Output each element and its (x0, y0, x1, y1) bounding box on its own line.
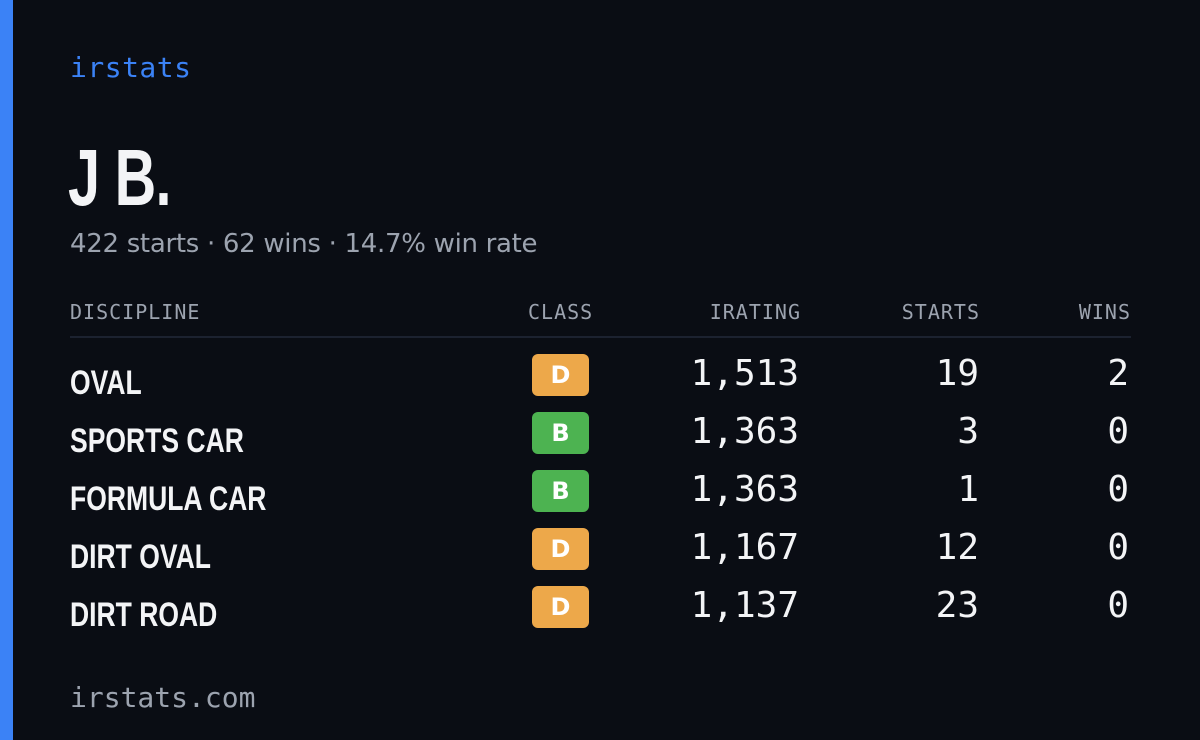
discipline-name: SPORTS CAR (70, 422, 244, 460)
driver-name: J B. (68, 133, 171, 222)
starts-value: 1 (957, 469, 979, 510)
class-badge: D (532, 354, 589, 396)
discipline-name: DIRT ROAD (70, 596, 218, 634)
starts-value: 23 (935, 585, 979, 626)
accent-bar (0, 0, 13, 740)
irating-value: 1,513 (690, 353, 799, 394)
discipline-name: FORMULA CAR (70, 480, 267, 518)
class-badge: D (532, 528, 589, 570)
wins-value: 0 (1107, 585, 1129, 626)
irating-value: 1,363 (690, 411, 799, 452)
wins-value: 0 (1107, 469, 1129, 510)
irating-value: 1,167 (690, 527, 799, 568)
column-header-discipline: DISCIPLINE (70, 300, 201, 324)
wins-value: 0 (1107, 527, 1129, 568)
table-header: DISCIPLINE CLASS IRATING STARTS WINS (70, 296, 1131, 338)
irating-value: 1,137 (690, 585, 799, 626)
class-badge: D (532, 586, 589, 628)
table-row: DIRT ROAD D 1,137 23 0 (70, 586, 1131, 644)
table-row: SPORTS CAR B 1,363 3 0 (70, 412, 1131, 470)
brand-logo-text: irstats (70, 51, 192, 84)
column-header-irating: IRATING (709, 300, 801, 324)
starts-value: 3 (957, 411, 979, 452)
starts-value: 19 (935, 353, 979, 394)
table-row: DIRT OVAL D 1,167 12 0 (70, 528, 1131, 586)
career-summary: 422 starts · 62 wins · 14.7% win rate (70, 229, 538, 259)
table-row: FORMULA CAR B 1,363 1 0 (70, 470, 1131, 528)
starts-value: 12 (935, 527, 979, 568)
table-row: OVAL D 1,513 19 2 (70, 354, 1131, 412)
column-header-class: CLASS (528, 300, 594, 324)
column-header-starts: STARTS (901, 300, 980, 324)
class-badge: B (532, 412, 589, 454)
irating-value: 1,363 (690, 469, 799, 510)
discipline-table: DISCIPLINE CLASS IRATING STARTS WINS OVA… (70, 296, 1131, 632)
wins-value: 2 (1107, 353, 1129, 394)
discipline-name: DIRT OVAL (70, 538, 211, 576)
footer-url: irstats.com (70, 681, 256, 714)
class-badge: B (532, 470, 589, 512)
column-header-wins: WINS (1078, 300, 1131, 324)
wins-value: 0 (1107, 411, 1129, 452)
discipline-name: OVAL (70, 364, 142, 402)
